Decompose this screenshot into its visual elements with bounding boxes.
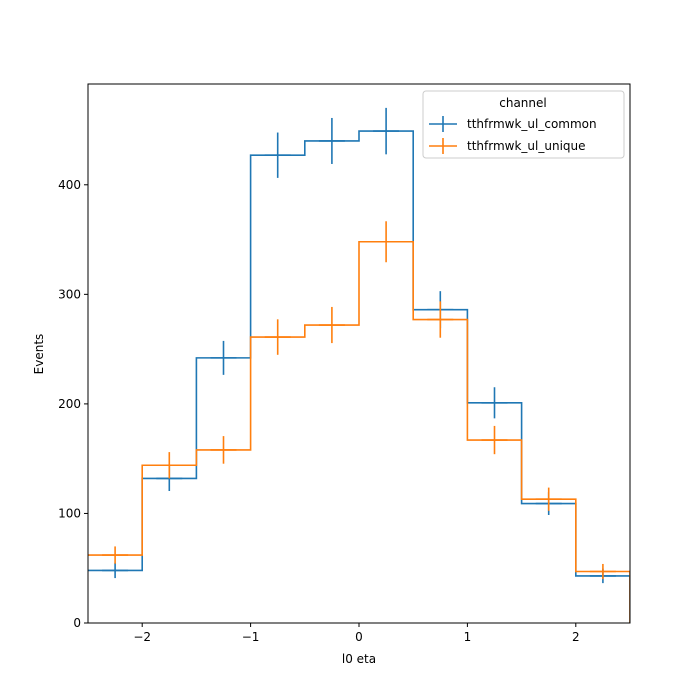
error-bar — [535, 487, 562, 511]
y-axis-ticks: 0 100 200 300 400 — [58, 178, 88, 630]
error-bar — [318, 306, 345, 344]
y-tick-label: 300 — [58, 287, 81, 301]
error-bar — [373, 221, 400, 263]
legend-label: tthfrmwk_ul_common — [467, 117, 597, 131]
x-axis-ticks: −2 −1 0 1 2 — [133, 623, 580, 644]
error-bar — [481, 387, 508, 419]
error-bar — [481, 425, 508, 455]
x-tick-label: 1 — [464, 630, 472, 644]
y-tick-label: 200 — [58, 397, 81, 411]
error-bar — [264, 132, 291, 178]
x-tick-label: 0 — [355, 630, 363, 644]
legend: channel tthfrmwk_ul_common tthfrmwk_ul_un… — [422, 90, 625, 159]
x-axis-label: l0 eta — [342, 652, 376, 666]
series-layer — [88, 107, 630, 623]
x-tick-label: −1 — [242, 630, 260, 644]
error-bar — [589, 563, 616, 580]
error-bar — [373, 107, 400, 155]
error-bar — [102, 562, 129, 579]
y-tick-label: 400 — [58, 178, 81, 192]
y-tick-label: 0 — [73, 616, 81, 630]
error-bar — [318, 117, 345, 164]
error-bar — [264, 319, 291, 355]
legend-label: tthfrmwk_ul_unique — [467, 139, 586, 153]
legend-entry: tthfrmwk_ul_common — [429, 116, 597, 132]
series-tthfrmwk_ul_unique — [88, 221, 630, 623]
error-bar — [427, 301, 454, 338]
legend-title: channel — [499, 96, 546, 110]
plot-area — [88, 107, 630, 623]
legend-entries: tthfrmwk_ul_common tthfrmwk_ul_unique — [429, 116, 597, 154]
x-tick-label: −2 — [133, 630, 151, 644]
error-bar — [210, 436, 237, 464]
legend-box — [422, 90, 625, 159]
y-tick-label: 100 — [58, 506, 81, 520]
error-bar — [156, 452, 183, 479]
error-bar — [210, 340, 237, 375]
y-axis-label: Events — [32, 334, 46, 375]
x-tick-label: 2 — [572, 630, 580, 644]
error-bar — [102, 546, 129, 564]
legend-entry: tthfrmwk_ul_unique — [429, 138, 586, 154]
